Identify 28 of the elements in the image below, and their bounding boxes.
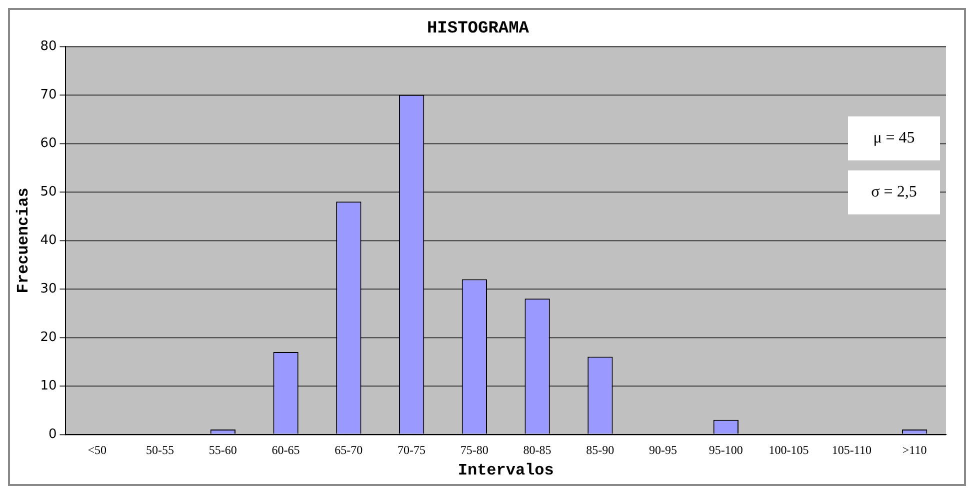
- x-tick-label: 105-110: [832, 442, 872, 457]
- y-tick-label: 30: [40, 281, 57, 296]
- x-tick-label: 50-55: [146, 442, 174, 457]
- x-tick-label: >110: [902, 442, 927, 457]
- x-tick-label: 60-65: [272, 442, 300, 457]
- x-tick-label: 70-75: [398, 442, 426, 457]
- y-tick-label: 20: [40, 330, 57, 345]
- annotation: σ = 2,5: [871, 184, 917, 201]
- x-tick-label: 80-85: [523, 442, 552, 457]
- x-tick-label: 55-60: [208, 442, 237, 457]
- y-tick-label: 70: [40, 87, 57, 102]
- x-tick-label: 100-105: [768, 442, 809, 457]
- y-tick-label: 40: [40, 232, 57, 248]
- y-tick-label: 60: [40, 136, 57, 151]
- y-tick-label: 0: [48, 426, 57, 442]
- y-tick-label: 10: [40, 378, 57, 394]
- y-tick-label: 50: [40, 184, 57, 200]
- x-tick-label: 75-80: [460, 442, 488, 457]
- chart-title: HISTOGRAMA: [426, 19, 530, 38]
- x-tick-label: <50: [88, 442, 107, 457]
- x-tick-label: 90-95: [649, 442, 678, 457]
- x-tick-label: 85-90: [586, 442, 614, 457]
- y-tick-label: 80: [40, 38, 57, 54]
- x-tick-label: 95-100: [708, 442, 743, 457]
- x-axis-title: Intervalos: [458, 461, 554, 480]
- x-tick-label: 65-70: [334, 442, 363, 457]
- y-axis-title: Frecuencias: [14, 188, 33, 294]
- annotation: μ = 45: [873, 130, 915, 147]
